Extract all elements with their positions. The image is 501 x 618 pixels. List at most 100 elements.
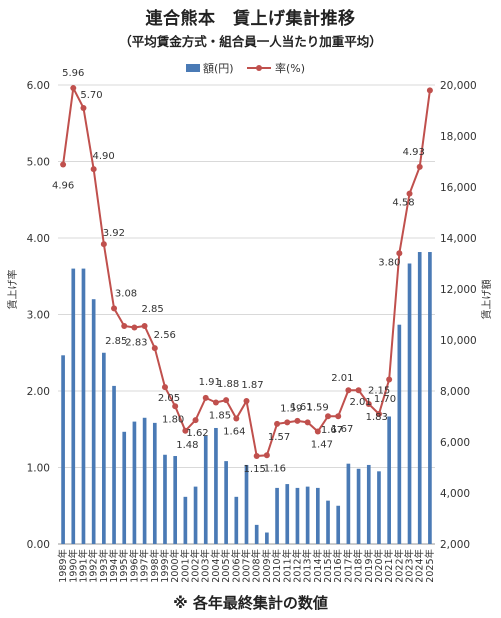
data-label: 1.48 [176,440,198,451]
data-label: 5.70 [80,90,102,101]
rate-point [70,85,77,92]
x-tick-label: 2001年 [179,549,191,583]
y-right-tick-label: 2,000 [440,539,470,551]
legend-label-bar: 額(円) [203,62,234,75]
x-tick-label: 2012年 [291,549,303,583]
bar [336,505,341,544]
data-label: 2.01 [331,373,353,384]
x-tick-label: 2011年 [281,549,293,583]
x-tick-label: 2010年 [271,549,283,583]
bar [387,416,391,544]
y-left-tick-label: 0.00 [27,539,50,551]
data-label: 4.93 [403,147,425,158]
x-tick-label: 2002年 [190,549,202,583]
x-tick-label: 2003年 [200,549,212,583]
x-tick-label: 2016年 [332,549,344,583]
rate-point [325,413,332,420]
bar [173,456,178,544]
bar [132,421,137,544]
x-tick-label: 2014年 [312,549,324,583]
chart-subtitle: （平均賃金方式・組合員一人当たり加重平均） [119,34,382,49]
bar [377,471,381,544]
bar [428,252,432,544]
y-left-tick-label: 4.00 [27,233,50,245]
bar [254,524,259,544]
y-right-axis-title: 賃上げ額 [480,280,493,320]
rate-point [335,413,342,420]
chart-plot: 0.00 1.00 2.00 3.00 4.00 5.00 6.00 2,000 4,000 6,… [6,61,493,583]
x-tick-label: 1989年 [57,549,69,583]
rate-point [416,163,423,170]
bar [193,486,198,544]
x-tick-label: 2018年 [353,549,365,583]
rate-point [284,419,291,426]
x-tick-label: 1998年 [149,549,161,583]
bar [234,496,239,544]
data-label: 4.58 [392,198,414,209]
x-tick-label: 1995年 [118,549,130,583]
rate-point [60,161,67,168]
y-right-tick-label: 4,000 [440,488,470,500]
data-label: 2.05 [158,393,180,404]
data-label: 1.62 [186,428,208,439]
bar [407,263,412,544]
rate-point [396,250,403,257]
data-label: 1.47 [311,440,333,451]
data-label: 1.59 [307,402,329,413]
data-label: 1.16 [264,463,286,474]
legend-swatch-bar [186,64,200,72]
y-right-tick-label: 8,000 [440,386,470,398]
data-label: 2.56 [154,330,176,341]
y-left-tick-label: 5.00 [27,157,50,169]
x-tick-label: 2009年 [261,549,273,583]
bar [122,431,127,544]
x-tick-label: 2024年 [414,549,426,583]
bar [224,461,228,544]
data-label: 2.85 [105,336,127,347]
bar [163,454,167,544]
data-label: 1.64 [223,427,245,438]
data-label: 5.96 [62,68,84,79]
y-left-tick-label: 1.00 [27,463,50,475]
rate-point [212,399,219,406]
bar [275,487,279,544]
x-tick-label: 2025年 [424,549,436,583]
x-tick-label: 2019年 [363,549,375,583]
x-tick-label: 1992年 [88,549,100,583]
bar [265,532,269,544]
rate-point [121,322,128,329]
rate-point [355,387,362,394]
data-label: 1.67 [321,425,343,436]
rate-point [274,420,281,427]
rate-point [202,394,209,401]
x-tick-label: 1999年 [159,549,171,583]
bar [71,268,76,544]
bar [295,487,300,544]
rate-point [304,419,311,426]
data-label: 3.08 [115,288,137,299]
data-label: 1.80 [162,414,184,425]
data-label: 1.91 [199,377,221,388]
data-label: 2.85 [141,304,163,315]
rate-point [90,166,97,173]
bar [397,324,402,544]
data-label: 1.57 [268,432,290,443]
y-right-tick-label: 20,000 [440,80,477,92]
rate-point [100,241,107,248]
data-label: 1.83 [366,412,388,423]
x-tick-label: 2023年 [404,549,416,583]
rate-point [223,397,230,404]
bar [112,385,116,544]
x-tick-label: 1997年 [139,549,151,583]
rate-point [375,410,382,417]
bar [152,422,157,544]
y-left-tick-label: 6.00 [27,80,50,92]
bar [285,484,290,544]
x-tick-label: 2005年 [220,549,232,583]
x-tick-label: 1996年 [128,549,140,583]
x-tick-label: 2004年 [210,549,222,583]
bar [417,252,422,544]
bar [356,468,361,544]
rate-point [426,87,433,94]
